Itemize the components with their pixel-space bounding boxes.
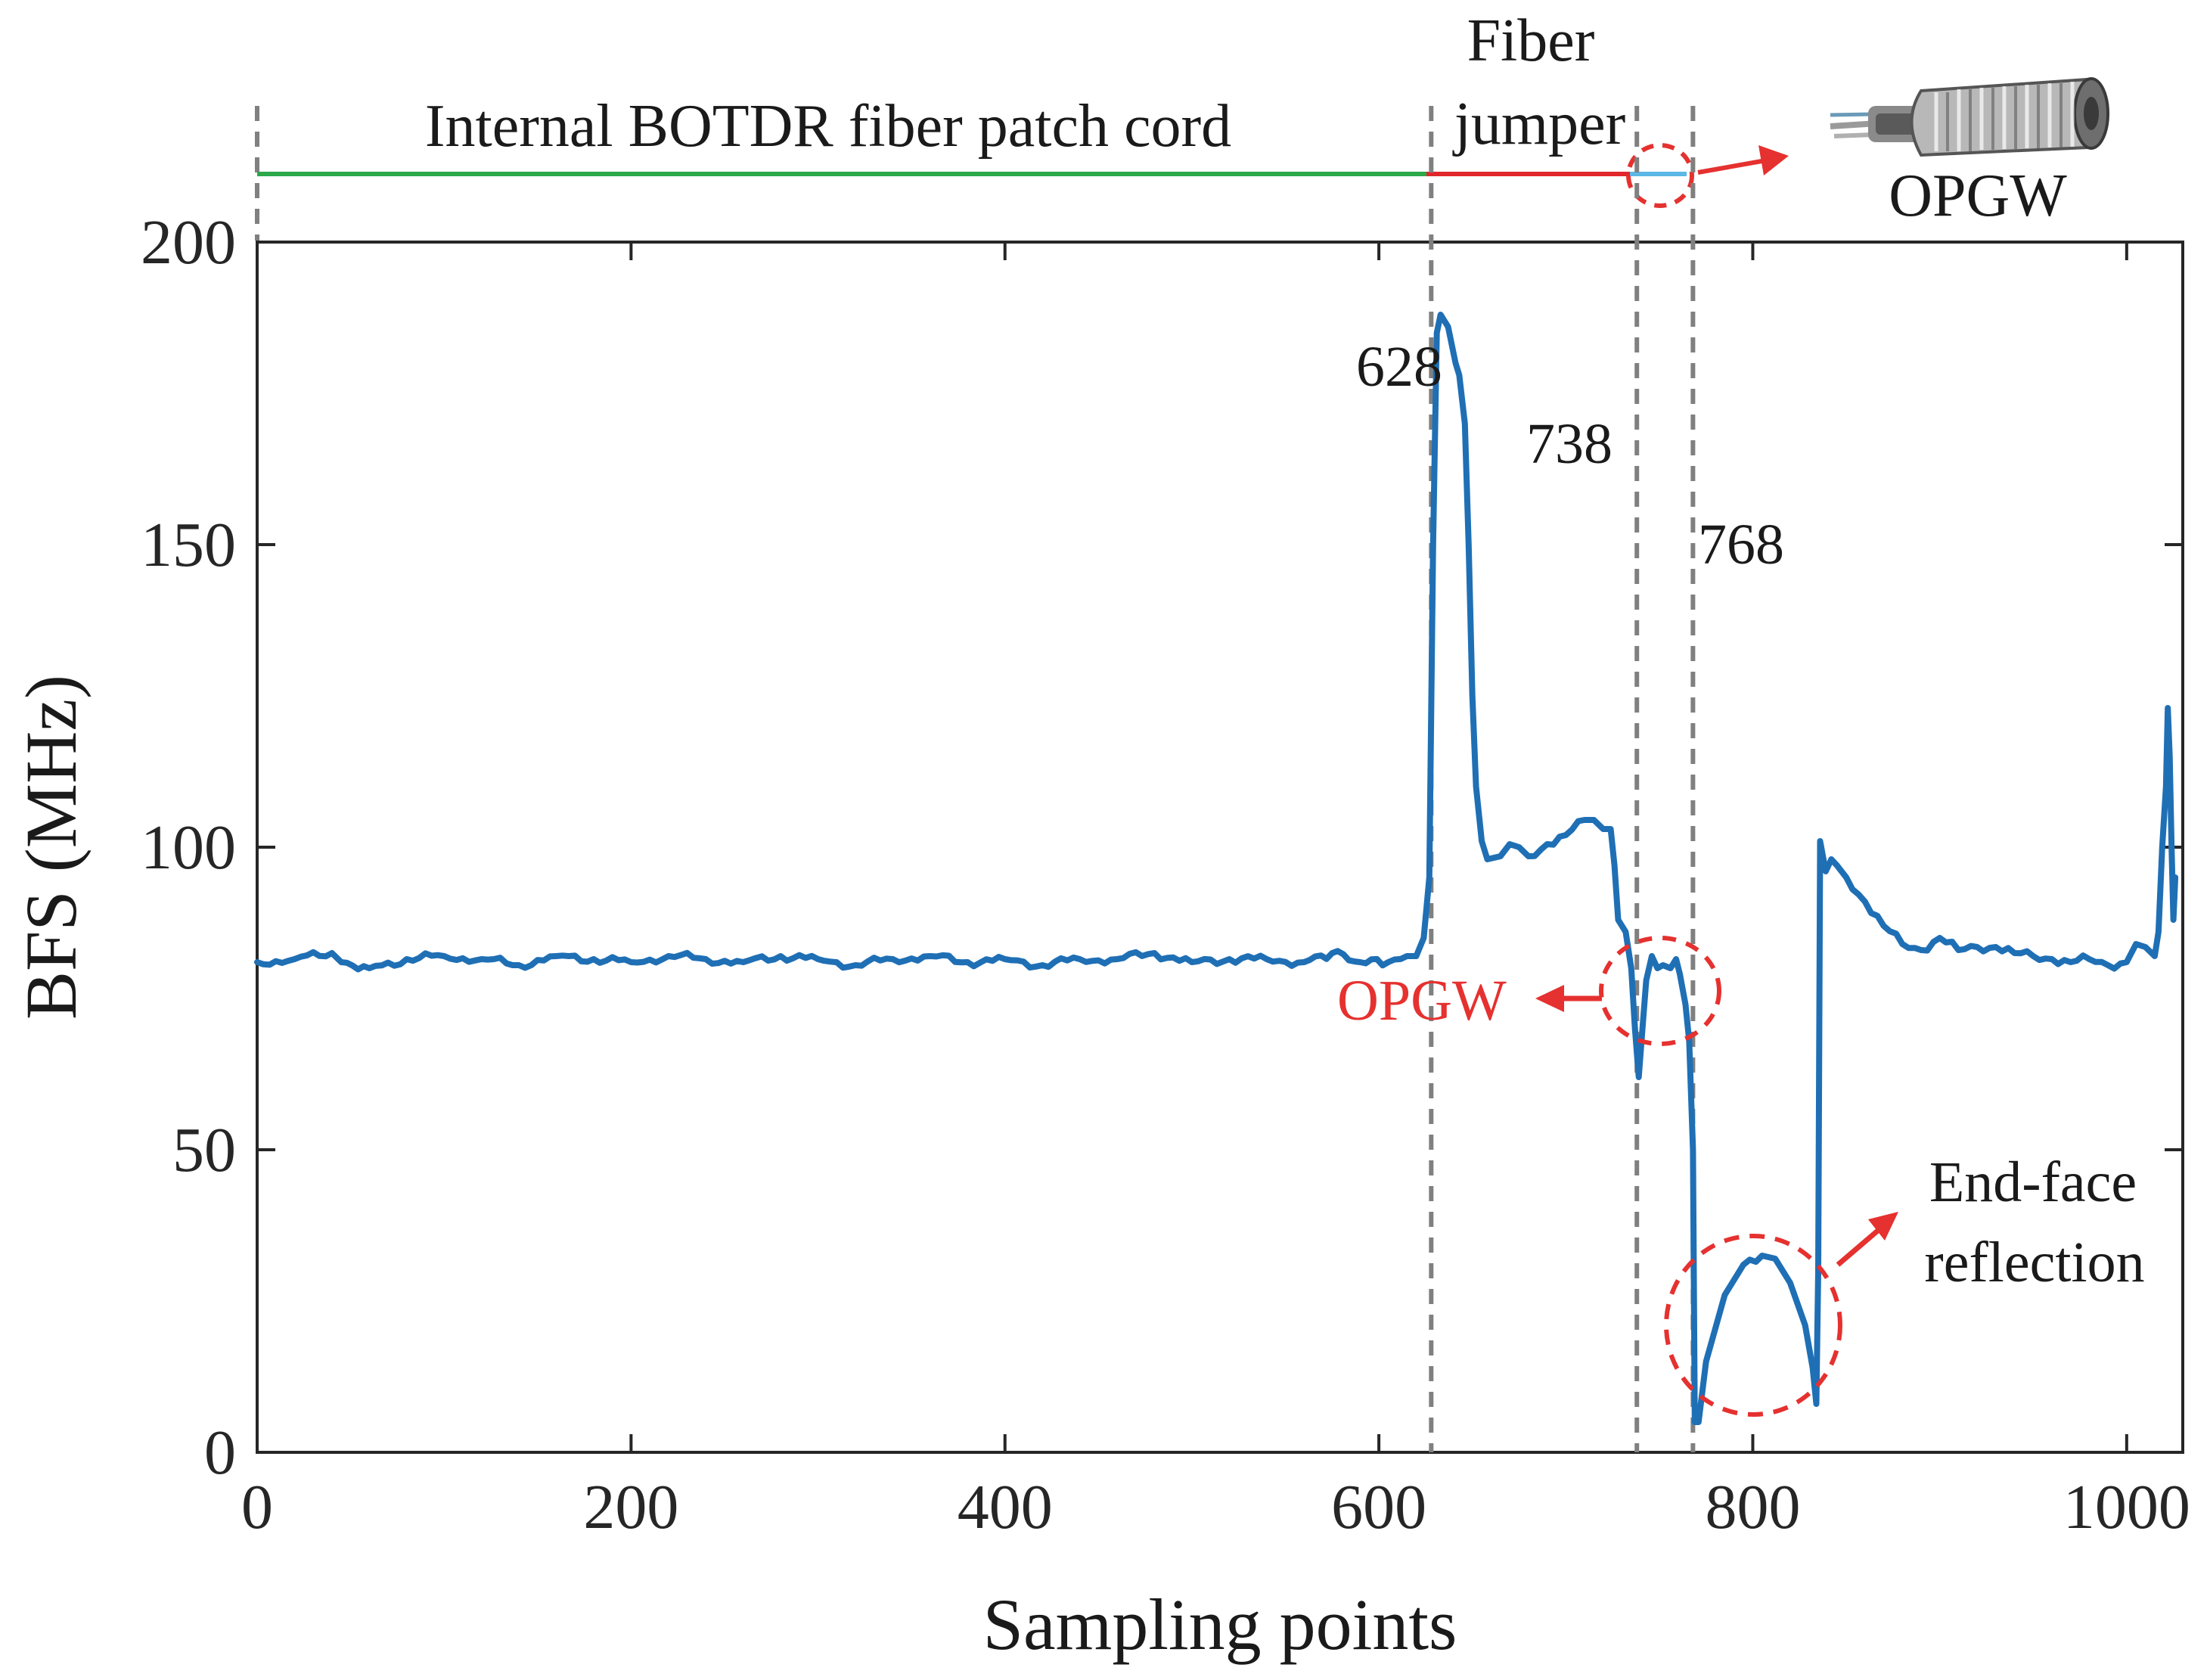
segment-bar: Internal BOTDR fiber patch cord Fiber ju… — [255, 8, 2109, 241]
segment-jumper-label-line2: jumper — [1452, 91, 1626, 157]
bfs-series-line — [254, 312, 2179, 1425]
opgw-callout-arrow-head — [1535, 985, 1564, 1012]
opgw-top-arrow-head — [1758, 145, 1789, 175]
opgw-top-label: OPGW — [1889, 163, 2067, 229]
boundary-label-628: 628 — [1356, 335, 1442, 399]
x-tick-label: 200 — [583, 1472, 678, 1542]
boundary-label-738: 738 — [1526, 412, 1612, 476]
x-tick-label: 600 — [1331, 1472, 1426, 1542]
boundary-label-768: 768 — [1698, 513, 1784, 576]
x-tick-label: 400 — [958, 1472, 1053, 1542]
opgw-cable-icon — [1830, 77, 2109, 157]
x-tick-label: 1000 — [2063, 1472, 2190, 1542]
y-tick-label: 50 — [172, 1115, 236, 1185]
plot-area: 0 200 400 600 800 1000 0 50 100 150 200 — [141, 106, 2190, 1542]
reflection-arrow-head — [1868, 1212, 1898, 1241]
reflection-circle — [1664, 1234, 1842, 1417]
x-axis-label: Sampling points — [983, 1584, 1457, 1665]
x-ticks: 0 200 400 600 800 1000 — [241, 242, 2190, 1542]
opgw-callout: OPGW — [1337, 936, 1721, 1046]
y-ticks: 0 50 100 150 200 — [141, 207, 2183, 1488]
reflection-arrow-shaft — [1836, 1227, 1882, 1267]
opgw-segment-circle — [1626, 143, 1694, 208]
y-tick-label: 100 — [141, 812, 236, 883]
y-axis-label: BFS (MHz) — [11, 675, 92, 1020]
reflection-callout: End-face reflection — [1664, 1151, 2145, 1417]
x-tick-label: 800 — [1705, 1472, 1800, 1542]
opgw-callout-circle — [1599, 936, 1721, 1046]
reflection-label-line2: reflection — [1924, 1231, 2144, 1294]
y-tick-label: 200 — [141, 207, 236, 278]
segment-jumper-label-line1: Fiber — [1467, 8, 1595, 74]
y-tick-label: 0 — [204, 1418, 236, 1488]
opgw-top-arrow-shaft — [1697, 158, 1767, 175]
boundary-lines — [1429, 106, 1696, 1452]
y-tick-label: 150 — [141, 510, 236, 580]
reflection-label-line1: End-face — [1929, 1151, 2137, 1214]
opgw-callout-label: OPGW — [1337, 969, 1507, 1033]
axes-frame — [256, 241, 2184, 1454]
x-tick-label: 0 — [241, 1472, 273, 1542]
segment-patch-cord-label: Internal BOTDR fiber patch cord — [425, 93, 1231, 160]
